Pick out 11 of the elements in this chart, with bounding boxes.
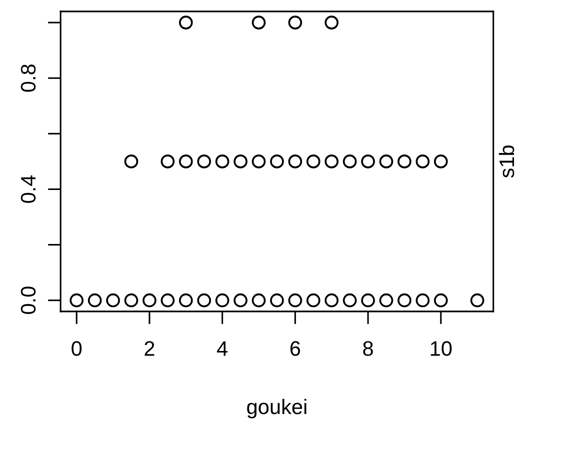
x-tick-label: 2 bbox=[144, 341, 154, 356]
y-axis-title: s1b bbox=[498, 146, 514, 178]
x-tick-label: 10 bbox=[430, 341, 452, 356]
x-tick-label: 4 bbox=[217, 341, 228, 356]
x-axis-title: goukei bbox=[247, 398, 306, 418]
y-tick-label: 0.8 bbox=[20, 64, 36, 92]
y-tick-label: 0.0 bbox=[20, 286, 36, 314]
x-tick-label: 6 bbox=[290, 341, 300, 356]
y-tick-label: 0.4 bbox=[20, 175, 36, 203]
x-tick-label: 8 bbox=[363, 341, 373, 356]
x-tick-label: 0 bbox=[72, 341, 82, 356]
